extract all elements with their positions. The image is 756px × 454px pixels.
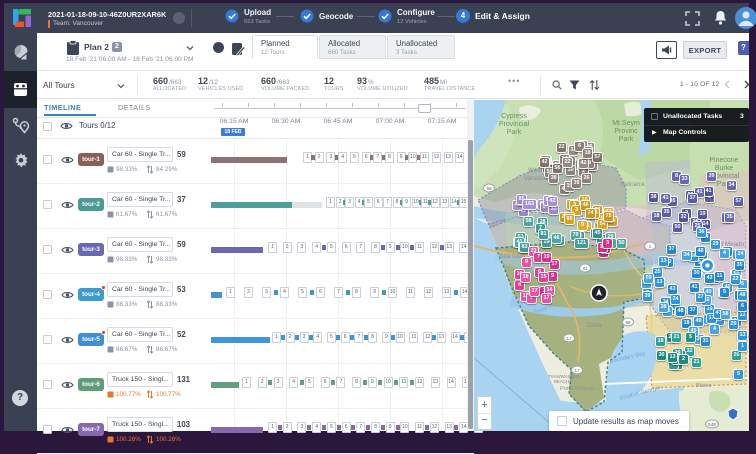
svg-text:Park: Park <box>507 129 522 136</box>
svg-text:West: West <box>528 167 542 174</box>
svg-text:99: 99 <box>486 186 492 191</box>
svg-text:Blaine: Blaine <box>696 383 712 389</box>
svg-text:Provincial: Provincial <box>499 121 530 128</box>
svg-text:17: 17 <box>574 368 580 373</box>
svg-text:548: 548 <box>708 422 716 427</box>
svg-text:Park: Park <box>717 181 732 188</box>
svg-text:Sea Islan: Sea Islan <box>499 253 526 260</box>
svg-text:BEACH: BEACH <box>554 379 569 384</box>
svg-text:TSAWWASSEN: TSAWWASSEN <box>548 374 579 379</box>
svg-text:Vancouv: Vancouv <box>524 175 549 182</box>
svg-text:99: 99 <box>625 320 631 325</box>
svg-text:Cypress: Cypress <box>501 113 527 120</box>
svg-text:Belcarra: Belcarra <box>621 181 645 188</box>
svg-text:Point Roberts: Point Roberts <box>560 386 595 392</box>
svg-text:Provinc: Provinc <box>614 128 638 135</box>
svg-text:Park: Park <box>619 136 634 143</box>
svg-text:91: 91 <box>582 266 588 271</box>
svg-text:17: 17 <box>566 336 572 341</box>
svg-text:Burke: Burke <box>715 165 733 172</box>
svg-text:Mt Seym: Mt Seym <box>612 120 640 127</box>
svg-text:Delta: Delta <box>587 322 602 329</box>
svg-text:Provincial: Provincial <box>709 173 740 180</box>
svg-text:1: 1 <box>649 244 652 249</box>
svg-text:Pitt Meado: Pitt Meado <box>714 241 745 248</box>
svg-text:Pinecone: Pinecone <box>709 157 738 164</box>
